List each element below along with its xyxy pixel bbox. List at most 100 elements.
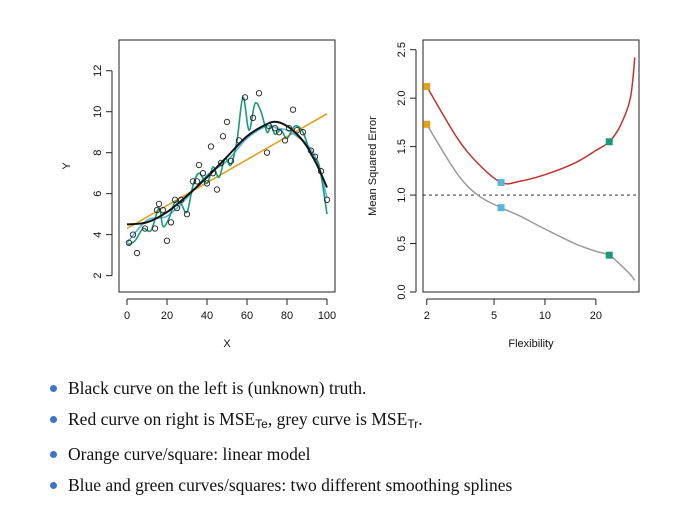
bullet-text: . xyxy=(418,408,423,429)
figure: 0 20 40 60 80 100 2 4 6 8 10 12 X Y 2 5 10 20 0.0 0.5 1… xyxy=(61,39,640,350)
bullet-list: Black curve on the left is (unknown) tru… xyxy=(50,378,513,505)
right-x-tick-label: 20 xyxy=(590,310,602,322)
right-y-tick-label: 2.5 xyxy=(396,42,408,57)
right-y-tick-label: 1.0 xyxy=(396,187,408,202)
scatter-point xyxy=(217,159,225,167)
left-y-tick-label: 10 xyxy=(92,106,104,118)
bullet-text: Red curve on right is MSE xyxy=(68,408,256,429)
right-y-tick-label: 1.5 xyxy=(396,139,408,154)
scatter-point xyxy=(307,147,315,154)
scatter-point xyxy=(133,249,141,257)
bullet-dot-icon xyxy=(50,415,57,423)
left-y-tick-label: 8 xyxy=(92,150,104,156)
scatter-point xyxy=(263,149,271,156)
scatter-point xyxy=(207,143,215,150)
scatter-point xyxy=(189,178,197,185)
scatter-point xyxy=(323,196,331,203)
right-y-axis: 0.0 0.5 1.0 1.5 2.0 2.5 xyxy=(396,42,417,300)
bullet-dot-icon xyxy=(50,481,57,489)
left-x-tick-label: 40 xyxy=(201,310,213,322)
scatter-point xyxy=(141,225,149,232)
right-x-tick-label: 10 xyxy=(539,310,551,322)
square-marker xyxy=(423,120,431,128)
scatter-point xyxy=(265,122,273,130)
bullet-dot-icon xyxy=(50,385,57,392)
bullet-text: Orange curve/square: linear model xyxy=(68,444,311,464)
left-x-tick-label: 0 xyxy=(124,310,130,322)
scatter-point xyxy=(289,106,297,113)
scatter-point xyxy=(275,129,283,136)
left-y-tick-label: 4 xyxy=(92,232,104,238)
scatter-point xyxy=(311,153,319,160)
scatter-point xyxy=(235,137,243,144)
right-y-label: Mean Squared Error xyxy=(367,116,379,216)
scatter-point xyxy=(227,157,235,165)
scatter-point xyxy=(203,180,211,187)
mse-train-subscript: Tr xyxy=(407,416,419,431)
scatter-point xyxy=(177,196,185,203)
right-series-line xyxy=(426,57,636,185)
bullet-text: , grey curve is MSE xyxy=(267,408,408,429)
bullet-item: Blue and green curves/squares: two diffe… xyxy=(50,474,513,495)
right-y-tick-label: 0.5 xyxy=(396,236,408,251)
square-marker xyxy=(605,138,613,146)
scatter-point xyxy=(171,196,179,203)
scatter-point xyxy=(293,126,301,134)
left-plot-frame xyxy=(118,39,336,293)
left-y-tick-label: 12 xyxy=(92,65,104,77)
scatter-point xyxy=(271,124,279,132)
left-x-tick-label: 80 xyxy=(281,310,293,322)
left-x-axis: 0 20 40 60 80 100 xyxy=(124,298,336,322)
left-y-label: Y xyxy=(61,162,73,170)
scatter-point xyxy=(163,237,171,244)
scatter-point xyxy=(195,161,203,169)
scatter-point xyxy=(213,186,221,193)
scatter-point xyxy=(199,170,207,177)
right-panel: 2 5 10 20 0.0 0.5 1.0 1.5 2.0 2.5 Flexibility Me… xyxy=(367,39,640,350)
scatter-point xyxy=(167,219,175,226)
left-x-label: X xyxy=(223,338,231,350)
bullet-item: Black curve on the left is (unknown) tru… xyxy=(50,378,512,398)
bullet-text: Blue and green curves/squares: two diffe… xyxy=(68,474,513,495)
scatter-point xyxy=(129,231,137,238)
bullet-dot-icon xyxy=(50,451,57,458)
bullet-text: Black curve on the left is (unknown) tru… xyxy=(68,378,367,398)
mse-test-subscript: Te xyxy=(255,416,268,431)
left-x-tick-label: 100 xyxy=(318,310,336,322)
left-x-tick-label: 20 xyxy=(161,310,173,322)
left-series-line xyxy=(126,120,328,226)
scatter-point xyxy=(183,210,191,218)
scatter-point xyxy=(249,114,257,122)
scatter-point xyxy=(151,225,159,232)
scatter-point xyxy=(241,94,249,101)
scatter-point xyxy=(219,133,227,140)
left-series-line xyxy=(126,124,328,244)
scatter-point xyxy=(193,178,201,185)
scatter-point xyxy=(223,118,231,126)
square-marker xyxy=(605,251,613,259)
square-marker xyxy=(423,83,431,91)
left-y-tick-label: 6 xyxy=(92,191,104,197)
left-x-tick-label: 60 xyxy=(241,310,253,322)
right-x-label: Flexibility xyxy=(508,338,554,350)
scatter-point xyxy=(159,206,167,214)
square-marker xyxy=(497,178,505,186)
scatter-point xyxy=(153,206,161,214)
scatter-point xyxy=(125,239,133,246)
right-y-tick-label: 2.0 xyxy=(396,91,408,106)
scatter-point xyxy=(285,124,293,132)
left-panel: 0 20 40 60 80 100 2 4 6 8 10 12 X Y xyxy=(61,39,336,350)
right-markers xyxy=(423,83,613,259)
bullet-item: Orange curve/square: linear model xyxy=(50,444,512,464)
right-x-tick-label: 2 xyxy=(424,310,430,322)
scatter-point xyxy=(155,200,163,208)
scatter-point xyxy=(299,129,307,136)
left-y-tick-label: 2 xyxy=(92,273,104,279)
right-series-line xyxy=(426,123,636,281)
right-x-axis: 2 5 10 20 xyxy=(424,298,602,322)
square-marker xyxy=(497,204,505,212)
scatter-point xyxy=(317,167,325,175)
bullet-item: Red curve on right is MSETe, grey curve … xyxy=(50,408,512,434)
scatter-point xyxy=(255,90,263,97)
right-y-tick-label: 0.0 xyxy=(396,284,408,299)
